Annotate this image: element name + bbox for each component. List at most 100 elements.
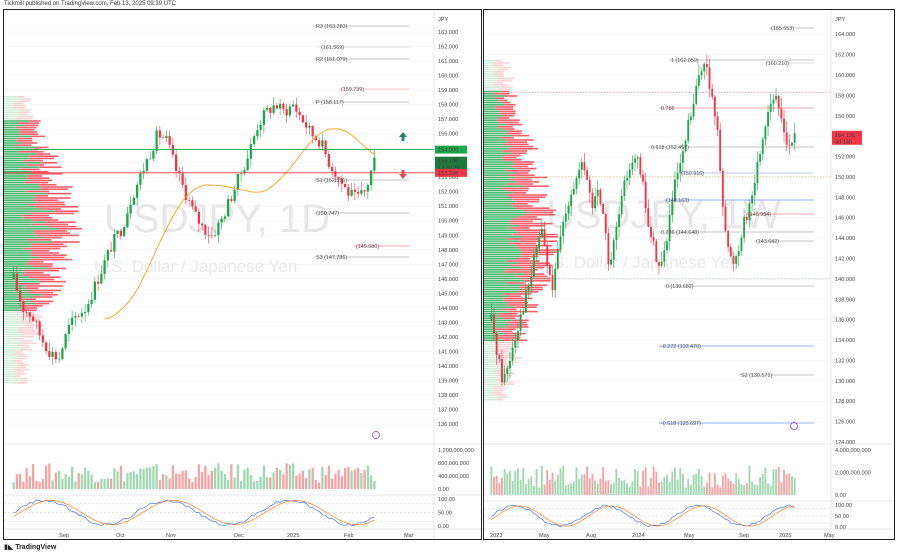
candle-body <box>308 125 311 128</box>
volume-profile-sell <box>506 141 528 143</box>
volume-profile-buy <box>4 210 54 212</box>
volume-bar <box>676 479 679 495</box>
candle-body <box>551 275 554 290</box>
volume-profile-buy <box>484 297 504 300</box>
volume-profile-sell <box>497 126 513 128</box>
volume-profile-buy <box>484 112 500 115</box>
price-tick-label: 144.000 <box>835 236 855 242</box>
volume-profile-sell <box>40 280 66 283</box>
volume-profile-buy <box>484 143 504 146</box>
volume-bar <box>604 480 607 495</box>
volume-profile-buy <box>4 311 19 314</box>
volume-profile-sell <box>494 394 508 396</box>
candle-body <box>644 181 647 209</box>
volume-profile-buy <box>484 84 493 86</box>
volume-bar <box>350 470 353 489</box>
candle-body <box>90 299 93 305</box>
volume-profile-buy <box>4 115 19 118</box>
volume-bar <box>700 476 703 495</box>
candle-body <box>330 166 334 172</box>
candle-body <box>181 173 184 185</box>
candle-body <box>142 170 145 174</box>
candle-body <box>106 250 110 261</box>
volume-profile-buy <box>4 331 17 333</box>
volume-profile-sell <box>507 174 535 176</box>
volume-bar <box>522 468 525 495</box>
volume-profile-buy <box>484 216 519 218</box>
volume-profile-buy <box>4 265 33 267</box>
volume-profile-buy <box>484 376 498 379</box>
candle-body <box>673 179 676 202</box>
volume-bar <box>671 471 674 495</box>
chart-panel-weekly[interactable]: USDJPY, 1W U.S. Dollar / Japanese Yen JPY 1… <box>483 9 895 540</box>
chart-panel-daily[interactable]: USDJPY, 1D U.S. Dollar / Japanese Yen JPY 1… <box>3 9 482 540</box>
volume-bar <box>548 479 551 495</box>
volume-bar <box>226 479 230 489</box>
volume-profile-sell <box>29 179 53 182</box>
volume-profile-buy <box>484 95 505 97</box>
volume-profile-sell <box>24 285 63 287</box>
volume-bar <box>543 484 546 495</box>
candle-body <box>233 189 236 201</box>
volume-profile-sell <box>28 157 55 160</box>
candle-body <box>48 351 51 357</box>
volume-bar <box>652 466 655 495</box>
panel-background <box>4 10 481 539</box>
volume-bar <box>314 480 318 489</box>
volume-profile-buy <box>4 179 30 182</box>
volume-bar <box>636 471 639 495</box>
volume-profile-buy <box>4 322 22 325</box>
tag-time-label: 13:20:29 <box>438 166 460 172</box>
price-tick-label: 163.000 <box>438 30 458 36</box>
volume-profile-sell <box>498 315 523 317</box>
volume-profile-sell <box>19 342 37 344</box>
candle-body <box>226 199 230 217</box>
volume-profile-sell <box>501 187 529 190</box>
volume-profile-buy <box>484 152 512 154</box>
volume-profile-sell <box>27 203 66 206</box>
volume-bar <box>116 471 119 489</box>
volume-bar <box>689 484 692 495</box>
volume-profile-sell <box>14 375 21 377</box>
tradingview-brand: TradingView <box>15 544 57 551</box>
volume-bar <box>716 484 719 495</box>
volume-bar <box>106 478 110 489</box>
volume-profile-sell <box>497 88 511 91</box>
volume-profile-buy <box>4 362 18 364</box>
candle-body <box>556 249 559 269</box>
volume-profile-sell <box>501 341 523 344</box>
candle-body <box>793 132 796 143</box>
candle-body <box>658 262 660 266</box>
volume-profile-sell <box>499 121 519 124</box>
volume-profile-sell <box>503 143 529 146</box>
price-tick-label: 145.000 <box>438 291 458 297</box>
volume-profile-sell <box>37 256 65 259</box>
volume-profile-buy <box>4 219 32 221</box>
weekly-chart-svg[interactable]: USDJPY, 1W U.S. Dollar / Japanese Yen JPY 1… <box>484 10 894 539</box>
volume-profile-sell <box>509 264 553 267</box>
candle-body <box>546 245 549 266</box>
volume-profile-sell <box>499 112 516 115</box>
volume-profile-sell <box>508 130 523 132</box>
volume-bar <box>249 474 253 489</box>
volume-bar <box>658 482 660 495</box>
volume-profile-buy <box>484 271 505 273</box>
candle-body <box>174 154 178 172</box>
tradingview-footer: ▮◣ TradingView <box>4 543 56 551</box>
volume-profile-buy <box>4 212 31 215</box>
volume-profile-sell <box>21 346 30 349</box>
down-arrow-icon <box>399 170 407 179</box>
candle-body <box>548 265 551 276</box>
volume-profile-buy <box>4 102 15 105</box>
volume-profile-buy <box>4 305 21 307</box>
candle-body <box>223 216 227 219</box>
volume-profile-sell <box>502 115 514 117</box>
volume-bar <box>650 478 652 495</box>
volume-profile-buy <box>484 282 507 284</box>
volume-bar <box>591 473 594 495</box>
volume-profile-sell <box>29 300 54 303</box>
volume-profile-buy <box>4 100 19 102</box>
candle-body <box>256 130 259 137</box>
daily-chart-svg[interactable]: USDJPY, 1D U.S. Dollar / Japanese Yen JPY 1… <box>4 10 481 539</box>
volume-profile-buy <box>4 344 17 347</box>
